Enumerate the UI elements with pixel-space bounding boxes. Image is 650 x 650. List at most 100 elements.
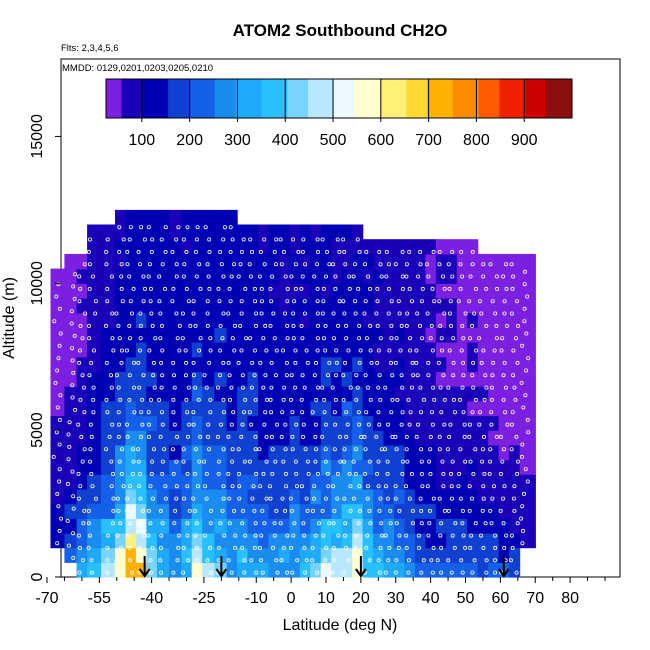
sample-marker xyxy=(375,323,380,328)
sample-marker xyxy=(262,262,267,267)
heatmap-cell xyxy=(278,239,290,255)
heatmap-cell xyxy=(191,430,203,446)
sample-marker xyxy=(55,405,60,410)
sample-marker xyxy=(175,336,180,341)
sample-marker xyxy=(88,459,93,464)
sample-marker xyxy=(376,484,381,489)
heatmap-cell xyxy=(101,518,116,534)
sample-marker xyxy=(512,508,517,513)
sample-marker xyxy=(78,286,83,291)
heatmap-cell xyxy=(488,253,500,270)
sample-marker xyxy=(238,323,243,328)
sample-marker xyxy=(153,336,158,341)
heatmap-cell xyxy=(87,386,102,402)
heatmap-cell xyxy=(237,327,249,343)
heatmap-cell xyxy=(76,503,88,519)
sample-marker xyxy=(510,286,515,291)
sample-marker xyxy=(191,299,196,304)
sample-marker xyxy=(327,521,332,526)
sample-marker xyxy=(467,484,472,489)
heatmap-cell xyxy=(135,224,147,240)
colorbar-segment xyxy=(442,79,449,118)
sample-marker xyxy=(71,370,76,375)
sample-marker xyxy=(446,508,451,513)
colorbar-segment xyxy=(380,79,387,118)
sample-marker xyxy=(140,508,145,513)
sample-marker xyxy=(142,533,147,538)
heatmap-cell xyxy=(352,444,364,461)
sample-marker xyxy=(395,397,400,402)
sample-marker xyxy=(142,237,147,242)
sample-marker xyxy=(88,237,93,242)
sample-marker xyxy=(420,484,425,489)
sample-marker xyxy=(410,360,415,365)
colorbar-ticks: 100 200 300 400 500 600 700 800 900 xyxy=(128,79,538,149)
sample-marker xyxy=(316,521,321,526)
sample-marker xyxy=(55,368,60,373)
sample-marker xyxy=(521,405,526,410)
sample-marker xyxy=(283,422,288,427)
sample-marker xyxy=(57,343,62,348)
heatmap-cell xyxy=(435,459,447,475)
heatmap-cell xyxy=(477,253,489,270)
heatmap-cell xyxy=(191,562,203,578)
heatmap-cell xyxy=(394,253,406,270)
sample-marker xyxy=(280,496,285,501)
sample-marker xyxy=(467,434,472,439)
heatmap-cell xyxy=(373,518,385,534)
sample-marker xyxy=(254,311,259,316)
sample-marker xyxy=(151,447,156,452)
heatmap-cell xyxy=(467,503,479,519)
heatmap-cell xyxy=(467,474,479,490)
heatmap-cell xyxy=(519,356,536,372)
sample-marker xyxy=(437,299,442,304)
heatmap-cell xyxy=(76,268,88,284)
sample-marker xyxy=(52,319,57,324)
heatmap-cell xyxy=(247,224,259,240)
sample-marker xyxy=(236,360,241,365)
sample-marker xyxy=(70,395,75,400)
heatmap-cell xyxy=(135,283,147,299)
heatmap-cell xyxy=(320,268,332,284)
sample-marker xyxy=(119,262,124,267)
colorbar-segment xyxy=(468,79,475,118)
sample-marker xyxy=(202,373,207,378)
heatmap-cell xyxy=(115,518,127,534)
heatmap-cell xyxy=(268,224,280,240)
sample-marker xyxy=(253,323,258,328)
sample-marker xyxy=(88,447,93,452)
sample-marker xyxy=(117,459,122,464)
sample-marker xyxy=(193,447,198,452)
sample-marker xyxy=(232,323,237,328)
sample-marker xyxy=(137,385,142,390)
sample-marker xyxy=(198,286,203,291)
heatmap-cell xyxy=(50,312,66,328)
x-tick-label: 20 xyxy=(352,590,370,607)
sample-marker xyxy=(136,447,141,452)
heatmap-cell xyxy=(146,562,158,578)
sample-marker xyxy=(342,311,347,316)
y-tick-label: 10000 xyxy=(29,261,46,306)
sample-marker xyxy=(430,570,435,575)
heatmap-cell xyxy=(394,518,406,534)
sample-marker xyxy=(185,225,190,230)
sample-marker xyxy=(138,323,143,328)
heatmap-cell xyxy=(247,298,259,314)
sample-marker xyxy=(439,348,444,353)
heatmap-cell xyxy=(509,488,521,505)
sample-marker xyxy=(344,336,349,341)
sample-marker xyxy=(249,385,254,390)
sample-marker xyxy=(484,570,489,575)
colorbar-segment xyxy=(556,79,563,118)
sample-marker xyxy=(438,385,443,390)
heatmap-cell xyxy=(268,400,280,417)
sample-marker xyxy=(191,410,196,415)
heatmap-cell xyxy=(352,253,364,270)
sample-marker xyxy=(51,454,56,459)
heatmap-cell xyxy=(341,327,353,343)
sample-marker xyxy=(459,558,464,563)
sample-marker xyxy=(375,360,380,365)
heatmap-cell xyxy=(467,547,479,563)
colorbar-segment xyxy=(535,79,542,118)
sample-marker xyxy=(197,459,202,464)
